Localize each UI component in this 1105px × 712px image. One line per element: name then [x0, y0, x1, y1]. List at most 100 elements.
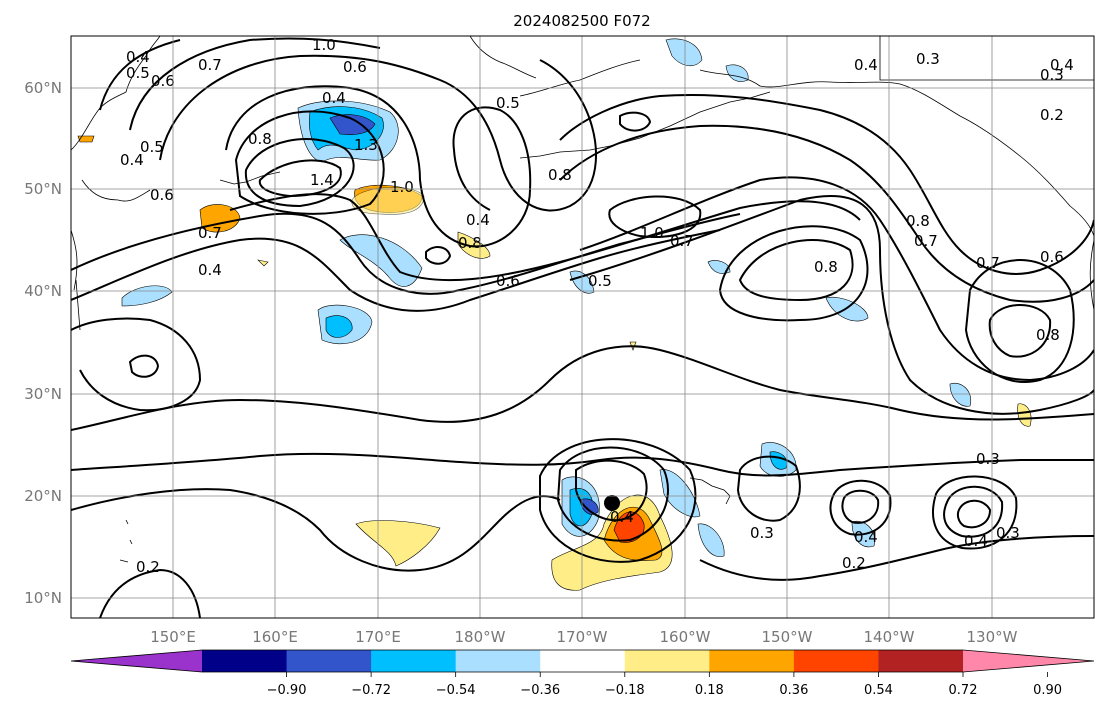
coastlines — [71, 36, 1094, 563]
lat-label: 40°N — [24, 282, 62, 300]
colorbar-tick-label: −0.36 — [520, 683, 560, 698]
lon-label: 160°W — [660, 628, 711, 646]
contour-label: 0.6 — [343, 58, 367, 76]
contour-07-band — [559, 124, 1094, 303]
contour-label: 0.2 — [842, 554, 866, 572]
coastline-kamchatka — [71, 36, 161, 151]
contour-labels: 1.0 0.6 0.4 0.5 0.6 0.7 0.4 0.5 0.4 0.8 … — [120, 36, 1074, 576]
blue-region-30n-137w — [949, 382, 972, 407]
contour-label: 0.4 — [854, 56, 878, 74]
colorbar-swatch — [286, 650, 372, 672]
colorbar-tick-label: 0.18 — [695, 683, 724, 698]
colorbar-tick-label: −0.18 — [605, 683, 645, 698]
contour-07-far-east — [964, 259, 1075, 383]
contour-label: 0.3 — [976, 450, 1000, 468]
contour-label: 0.4 — [126, 48, 150, 66]
contour-label: 0.5 — [140, 138, 164, 156]
contour-label: 0.6 — [496, 272, 520, 290]
colorbar-swatch — [455, 650, 541, 672]
coastline-bc-coast — [879, 36, 1094, 311]
contour-label: 0.3 — [996, 524, 1020, 542]
contour-label: 0.8 — [548, 166, 572, 184]
coastline-commander — [219, 171, 281, 185]
colorbar-swatch — [202, 650, 288, 672]
colorbar-tick-label: −0.54 — [436, 683, 476, 698]
contour-label: 0.8 — [1036, 326, 1060, 344]
colorbar-swatch — [878, 650, 964, 672]
colorbar-tick-label: −0.90 — [267, 683, 307, 698]
colorbar-swatch — [624, 650, 710, 672]
contour-04-ring-e2b — [943, 485, 1004, 538]
contour-hawaii-ring-3 — [539, 438, 697, 563]
blue-region-aleutian-center — [329, 114, 376, 135]
contour-04-ring-e1b — [829, 479, 892, 536]
contour-06-ring-ne — [619, 111, 652, 132]
coastline-alaska-west — [469, 36, 641, 97]
contour-label: 0.4 — [466, 211, 490, 229]
lat-label: 60°N — [24, 79, 62, 97]
contour-08-ring-far-east — [988, 304, 1052, 358]
contour-label: 0.7 — [976, 254, 1000, 272]
contour-08-band — [559, 93, 1094, 275]
contour-10-north — [229, 193, 861, 282]
contour-label: 0.8 — [248, 130, 272, 148]
map-panel: 1.0 0.6 0.4 0.5 0.6 0.7 0.4 0.5 0.4 0.8 … — [70, 35, 1095, 619]
yellow-region-15n-170e — [355, 520, 441, 567]
contour-label: 0.2 — [136, 558, 160, 576]
yellow-region-46n-158e — [257, 259, 269, 267]
lat-label: 20°N — [24, 487, 62, 505]
contour-lines — [71, 37, 1094, 618]
contour-04-ring-e2 — [956, 499, 992, 529]
blue-region-16n-160w — [697, 523, 725, 557]
latitude-labels: 60°N 50°N 40°N 30°N 20°N 10°N — [24, 79, 62, 607]
contour-05-band — [569, 195, 1094, 415]
blue-region-hawaii-east — [659, 469, 701, 518]
contour-07-ring-east — [718, 225, 869, 322]
lon-label: 180°W — [455, 628, 506, 646]
contour-label: 0.6 — [150, 186, 174, 204]
blue-region-38n-core — [325, 315, 353, 338]
storm-center-marker — [604, 495, 620, 511]
colorbar-extend-high — [963, 650, 1094, 672]
lon-label: 140°W — [864, 628, 915, 646]
colorbar-swatch — [793, 650, 879, 672]
shaded-anomaly-regions — [77, 38, 1032, 591]
lat-label: 10°N — [24, 589, 62, 607]
contour-06-north — [159, 54, 597, 212]
map-frame — [70, 35, 1095, 619]
contour-03-ring-lower-east — [736, 455, 801, 522]
contour-label: 0.5 — [588, 272, 612, 290]
contour-label: 1.0 — [312, 36, 336, 54]
contour-label: 0.7 — [670, 232, 694, 250]
contour-04-nw — [99, 39, 181, 111]
contour-06-band — [579, 176, 1094, 382]
colorbar-swatch — [540, 650, 626, 672]
contour-02-sw — [99, 568, 201, 618]
colorbar-outline — [70, 649, 1095, 673]
contour-label: 0.5 — [496, 94, 520, 112]
contour-02-bottom — [699, 535, 1094, 581]
blue-region-60n-170w — [665, 38, 703, 67]
colorbar-extend-low — [71, 650, 202, 672]
blue-region-hawaii-center — [579, 498, 599, 515]
lon-label: 170°W — [557, 628, 608, 646]
longitude-labels: 150°E 160°E 170°E 180°W 170°W 160°W 150°… — [150, 628, 1017, 646]
contour-label: 0.7 — [198, 56, 222, 74]
lon-label: 170°E — [355, 628, 401, 646]
colorbar-swatch — [709, 650, 795, 672]
lon-label: 150°W — [762, 628, 813, 646]
contour-label: 1.0 — [640, 224, 664, 242]
contour-label: 0.3 — [1040, 66, 1064, 84]
contour-label: 0.4 — [854, 528, 878, 546]
contour-label: 1.4 — [310, 171, 334, 189]
contour-label: 0.3 — [750, 524, 774, 542]
contour-label: 0.6 — [151, 72, 175, 90]
lon-label: 160°E — [252, 628, 298, 646]
contour-hawaii-ring-1 — [575, 459, 648, 522]
contour-14-ring — [258, 159, 342, 198]
contour-02-lower — [71, 488, 561, 572]
contour-label: 0.7 — [914, 232, 938, 250]
blue-region-40n-148w — [707, 260, 731, 274]
contour-04-north — [71, 229, 721, 312]
